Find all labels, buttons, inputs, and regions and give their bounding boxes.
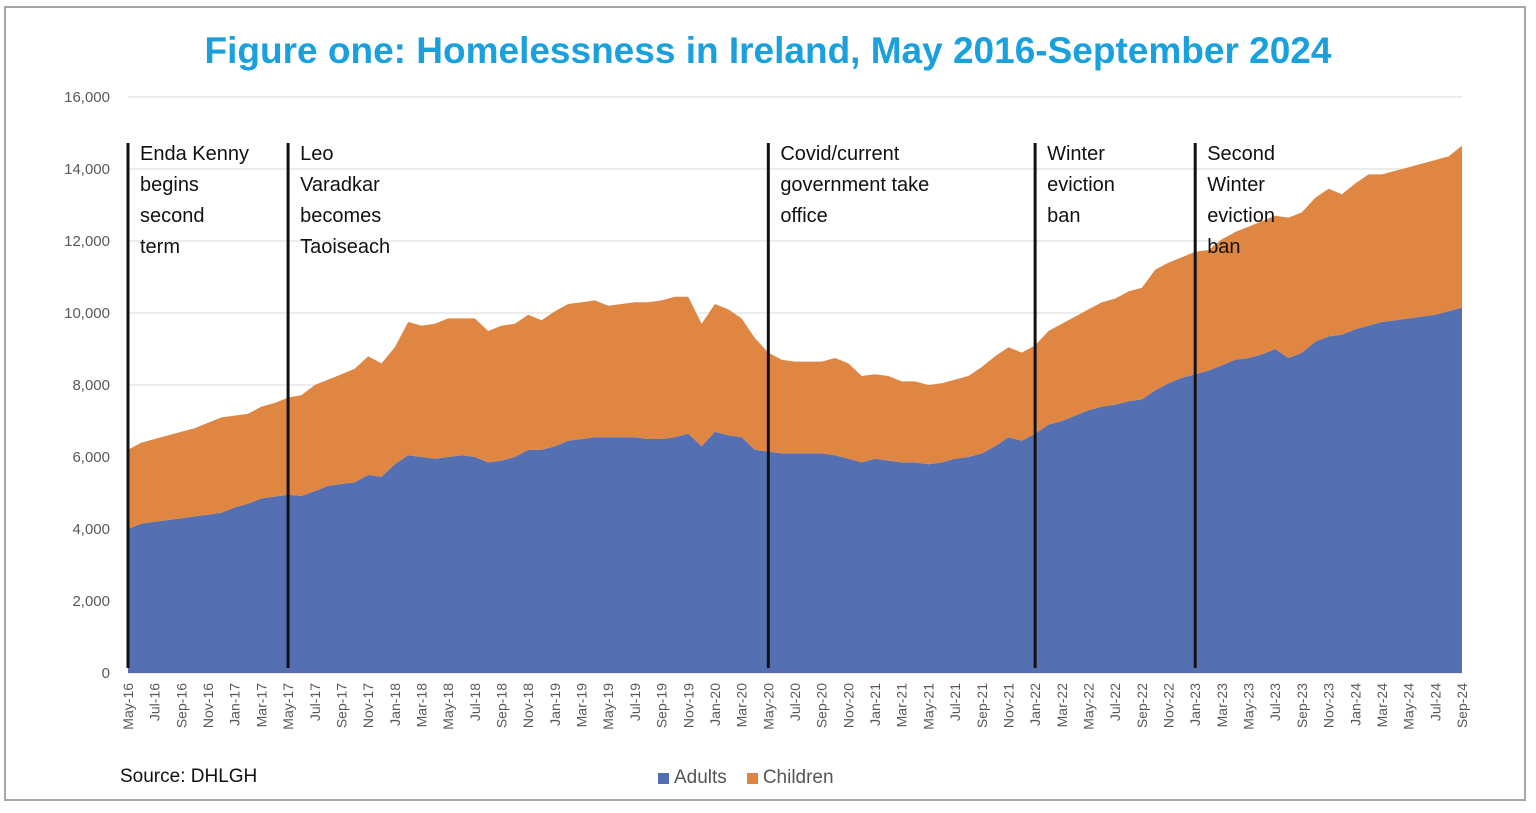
x-tick-label: May-24 — [1401, 683, 1417, 730]
area-adults — [128, 307, 1462, 673]
chart-title: Figure one: Homelessness in Ireland, May… — [204, 30, 1332, 71]
y-tick-label: 0 — [102, 665, 110, 682]
x-tick-label: Mar-19 — [574, 683, 590, 728]
x-tick-label: Jan-18 — [387, 683, 403, 726]
y-tick-label: 6,000 — [72, 449, 110, 466]
x-tick-label: May-22 — [1080, 683, 1096, 730]
legend-item-children: Children — [746, 767, 834, 789]
annotation-text: eviction — [1207, 205, 1275, 227]
x-tick-label: Nov-16 — [200, 683, 216, 728]
x-tick-label: Jul-21 — [947, 683, 963, 721]
annotation-text: becomes — [300, 205, 381, 227]
annotation-text: Leo — [300, 143, 333, 165]
x-tick-label: May-17 — [280, 683, 296, 730]
annotation-text: Varadkar — [300, 174, 380, 196]
y-tick-label: 4,000 — [72, 521, 110, 538]
legend: Adults Children — [658, 767, 834, 789]
x-tick-label: Mar-18 — [413, 683, 429, 728]
x-tick-label: Jul-23 — [1267, 683, 1283, 721]
annotation-text: office — [780, 205, 827, 227]
x-tick-label: Sep-18 — [494, 683, 510, 728]
x-tick-label: Mar-21 — [894, 683, 910, 728]
x-tick-label: May-18 — [440, 683, 456, 730]
x-tick-label: Jul-24 — [1427, 683, 1443, 721]
legend-label-adults: Adults — [674, 767, 727, 788]
x-tick-label: Mar-23 — [1214, 683, 1230, 728]
x-tick-label: May-19 — [600, 683, 616, 730]
annotation-text: ban — [1047, 205, 1080, 227]
annotation-text: eviction — [1047, 174, 1115, 196]
x-tick-label: Mar-17 — [253, 683, 269, 728]
annotations: Enda Kenny begins second term Leo Varadkar bec… — [126, 143, 1275, 668]
x-tick-label: May-16 — [120, 683, 136, 730]
x-tick-label: Jul-16 — [147, 683, 163, 721]
annotation-text: Covid/current — [780, 143, 899, 165]
x-tick-label: Jul-20 — [787, 683, 803, 721]
legend-item-adults: Adults — [658, 767, 727, 789]
legend-swatch-children — [746, 772, 758, 784]
y-tick-label: 10,000 — [64, 305, 110, 322]
legend-label-children: Children — [762, 767, 834, 788]
x-tick-label: Mar-20 — [734, 683, 750, 728]
x-tick-label: Sep-21 — [974, 683, 990, 728]
x-tick-label: May-23 — [1241, 683, 1257, 730]
x-axis-ticks: May-16 Jul-16 Sep-16 Nov-16 Jan-17 Mar-17 May-… — [120, 683, 1470, 730]
x-tick-label: Nov-22 — [1161, 683, 1177, 728]
x-tick-label: May-20 — [760, 683, 776, 730]
y-tick-label: 16,000 — [64, 89, 110, 106]
x-tick-label: May-21 — [920, 683, 936, 730]
x-tick-label: Jan-20 — [707, 683, 723, 726]
annotation-text: term — [140, 236, 180, 258]
x-tick-label: Nov-17 — [360, 683, 376, 728]
x-tick-label: Sep-16 — [173, 683, 189, 728]
x-tick-label: Nov-20 — [840, 683, 856, 728]
x-tick-label: Jan-19 — [547, 683, 563, 726]
annotation-text: government take — [780, 174, 929, 196]
x-tick-label: Jul-18 — [467, 683, 483, 721]
annotation-text: Taoiseach — [300, 236, 390, 258]
x-tick-label: Jan-22 — [1027, 683, 1043, 726]
x-tick-label: Sep-22 — [1134, 683, 1150, 728]
annotation-text: ban — [1207, 236, 1240, 258]
x-tick-label: Nov-18 — [520, 683, 536, 728]
x-tick-label: Jan-17 — [227, 683, 243, 726]
x-tick-label: Mar-24 — [1374, 683, 1390, 728]
x-tick-label: Nov-23 — [1321, 683, 1337, 728]
annotation-text: begins — [140, 174, 199, 196]
x-tick-label: Sep-23 — [1294, 683, 1310, 728]
source-note: Source: DHLGH — [120, 766, 258, 787]
annotation-text: second — [140, 205, 205, 227]
annotation-text: Winter — [1207, 174, 1265, 196]
x-tick-label: Jul-17 — [307, 683, 323, 721]
annotation-text: Winter — [1047, 143, 1105, 165]
areas — [128, 145, 1462, 673]
x-tick-label: Mar-22 — [1054, 683, 1070, 728]
y-tick-label: 8,000 — [72, 377, 110, 394]
area-children — [128, 145, 1462, 529]
y-tick-label: 2,000 — [72, 593, 110, 610]
x-tick-label: Sep-17 — [333, 683, 349, 728]
x-tick-label: Nov-21 — [1000, 683, 1016, 728]
x-tick-label: Jul-22 — [1107, 683, 1123, 721]
annotation-text: Enda Kenny — [140, 143, 249, 165]
x-tick-label: Jan-21 — [867, 683, 883, 726]
y-axis-ticks: 0 2,000 4,000 6,000 8,000 10,000 12,000 14,000 1… — [64, 89, 110, 682]
x-tick-label: Sep-19 — [654, 683, 670, 728]
x-tick-label: Sep-20 — [814, 683, 830, 728]
y-tick-label: 14,000 — [64, 161, 110, 178]
x-tick-label: Nov-19 — [680, 683, 696, 728]
annotation-text: Second — [1207, 143, 1275, 165]
x-tick-label: Jan-24 — [1347, 683, 1363, 726]
x-tick-label: Jul-19 — [627, 683, 643, 721]
legend-swatch-adults — [658, 772, 669, 784]
y-tick-label: 12,000 — [64, 233, 110, 250]
x-tick-label: Sep-24 — [1454, 683, 1470, 728]
x-tick-label: Jan-23 — [1187, 683, 1203, 726]
